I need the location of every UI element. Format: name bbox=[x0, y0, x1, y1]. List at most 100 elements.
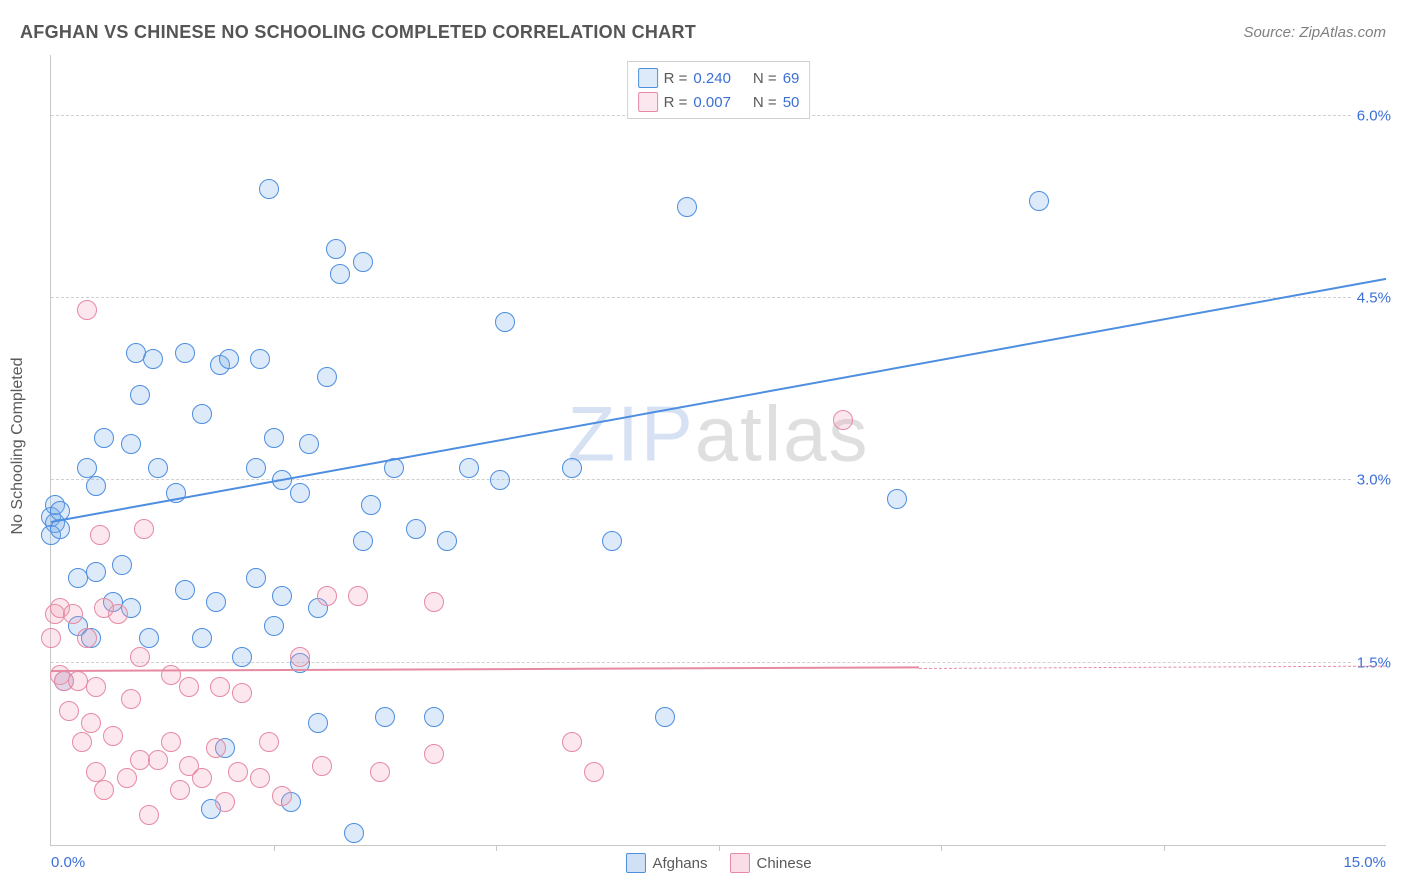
data-point bbox=[206, 738, 226, 758]
data-point bbox=[326, 239, 346, 259]
data-point bbox=[179, 677, 199, 697]
source-attribution: Source: ZipAtlas.com bbox=[1243, 24, 1386, 41]
data-point bbox=[250, 768, 270, 788]
data-point bbox=[299, 434, 319, 454]
data-point bbox=[833, 410, 853, 430]
data-point bbox=[1029, 191, 1049, 211]
data-point bbox=[77, 300, 97, 320]
r-label: R = bbox=[664, 70, 688, 87]
data-point bbox=[86, 762, 106, 782]
data-point bbox=[77, 458, 97, 478]
data-point bbox=[562, 732, 582, 752]
stats-row-chinese: R = 0.007 N = 50 bbox=[636, 90, 802, 114]
data-point bbox=[121, 434, 141, 454]
x-tick-mark bbox=[719, 845, 720, 851]
watermark-part1: ZIP bbox=[567, 390, 694, 478]
data-point bbox=[361, 495, 381, 515]
data-point bbox=[134, 519, 154, 539]
data-point bbox=[90, 525, 110, 545]
data-point bbox=[459, 458, 479, 478]
data-point bbox=[219, 349, 239, 369]
trend-line bbox=[51, 667, 919, 673]
data-point bbox=[86, 562, 106, 582]
x-tick-mark bbox=[941, 845, 942, 851]
data-point bbox=[121, 689, 141, 709]
data-point bbox=[206, 592, 226, 612]
data-point bbox=[495, 312, 515, 332]
y-tick-label: 4.5% bbox=[1353, 290, 1391, 307]
data-point bbox=[887, 489, 907, 509]
data-point bbox=[192, 404, 212, 424]
data-point bbox=[308, 713, 328, 733]
data-point bbox=[353, 531, 373, 551]
data-point bbox=[348, 586, 368, 606]
legend-item-chinese: Chinese bbox=[730, 853, 812, 873]
data-point bbox=[375, 707, 395, 727]
watermark-part2: atlas bbox=[695, 390, 870, 478]
data-point bbox=[353, 252, 373, 272]
n-label: N = bbox=[753, 70, 777, 87]
r-label: R = bbox=[664, 94, 688, 111]
legend-label-afghans: Afghans bbox=[652, 855, 707, 872]
data-point bbox=[344, 823, 364, 843]
data-point bbox=[41, 628, 61, 648]
x-tick-mark bbox=[496, 845, 497, 851]
data-point bbox=[175, 580, 195, 600]
y-axis-title: No Schooling Completed bbox=[9, 358, 27, 535]
data-point bbox=[86, 677, 106, 697]
gridline bbox=[51, 297, 1386, 298]
data-point bbox=[94, 598, 114, 618]
data-point bbox=[59, 701, 79, 721]
swatch-chinese bbox=[638, 92, 658, 112]
data-point bbox=[192, 628, 212, 648]
data-point bbox=[81, 713, 101, 733]
x-tick-mark bbox=[274, 845, 275, 851]
n-value-afghans: 69 bbox=[783, 70, 800, 87]
n-label: N = bbox=[753, 94, 777, 111]
data-point bbox=[272, 786, 292, 806]
data-point bbox=[370, 762, 390, 782]
data-point bbox=[94, 780, 114, 800]
n-value-chinese: 50 bbox=[783, 94, 800, 111]
x-tick-mark bbox=[1164, 845, 1165, 851]
r-value-chinese: 0.007 bbox=[693, 94, 731, 111]
data-point bbox=[424, 592, 444, 612]
legend-label-chinese: Chinese bbox=[757, 855, 812, 872]
data-point bbox=[161, 732, 181, 752]
swatch-afghans bbox=[625, 853, 645, 873]
data-point bbox=[437, 531, 457, 551]
data-point bbox=[330, 264, 350, 284]
data-point bbox=[170, 780, 190, 800]
plot-area: ZIPatlas R = 0.240 N = 69 R = 0.007 N = … bbox=[50, 55, 1386, 846]
data-point bbox=[602, 531, 622, 551]
data-point bbox=[290, 647, 310, 667]
x-tick-max: 15.0% bbox=[1343, 854, 1386, 871]
data-point bbox=[424, 744, 444, 764]
data-point bbox=[584, 762, 604, 782]
data-point bbox=[192, 768, 212, 788]
data-point bbox=[264, 428, 284, 448]
y-tick-label: 3.0% bbox=[1353, 472, 1391, 489]
x-tick-min: 0.0% bbox=[51, 854, 85, 871]
chart-title: AFGHAN VS CHINESE NO SCHOOLING COMPLETED… bbox=[20, 22, 696, 43]
swatch-afghans bbox=[638, 68, 658, 88]
stats-legend: R = 0.240 N = 69 R = 0.007 N = 50 bbox=[627, 61, 811, 119]
data-point bbox=[246, 458, 266, 478]
data-point bbox=[655, 707, 675, 727]
gridline bbox=[51, 662, 1386, 663]
data-point bbox=[317, 367, 337, 387]
data-point bbox=[143, 349, 163, 369]
data-point bbox=[232, 647, 252, 667]
series-legend: Afghans Chinese bbox=[625, 853, 811, 873]
data-point bbox=[406, 519, 426, 539]
data-point bbox=[290, 483, 310, 503]
data-point bbox=[210, 677, 230, 697]
data-point bbox=[94, 428, 114, 448]
data-point bbox=[77, 628, 97, 648]
watermark: ZIPatlas bbox=[567, 389, 869, 480]
data-point bbox=[272, 586, 292, 606]
data-point bbox=[228, 762, 248, 782]
y-tick-label: 6.0% bbox=[1353, 107, 1391, 124]
data-point bbox=[175, 343, 195, 363]
gridline bbox=[51, 479, 1386, 480]
